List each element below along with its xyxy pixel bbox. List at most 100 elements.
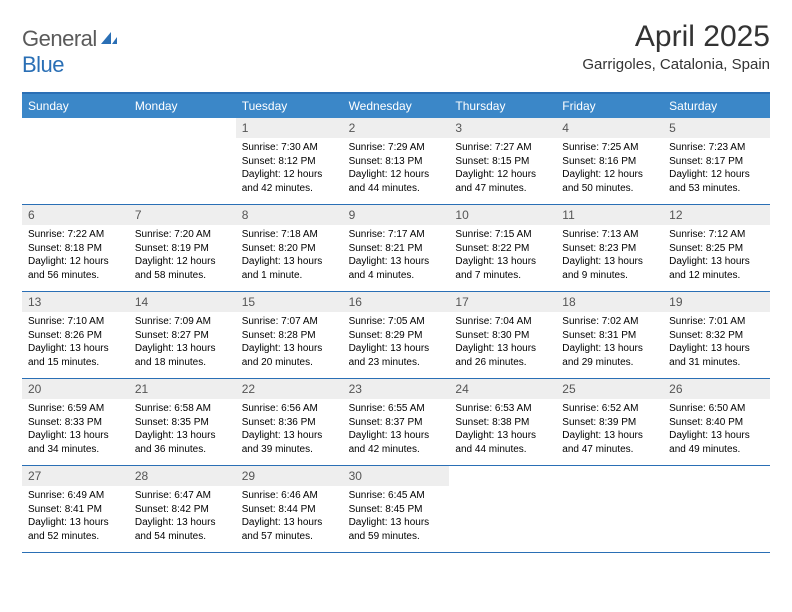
day-cell: 15Sunrise: 7:07 AMSunset: 8:28 PMDayligh… — [236, 292, 343, 378]
day-cell: . — [663, 466, 770, 552]
logo-sail-icon — [99, 26, 119, 52]
daylight-line: Daylight: 13 hours and 34 minutes. — [28, 429, 123, 456]
sunrise-line: Sunrise: 7:17 AM — [349, 228, 444, 242]
day-number: 1 — [236, 118, 343, 138]
daylight-line: Daylight: 13 hours and 47 minutes. — [562, 429, 657, 456]
calendar: SundayMondayTuesdayWednesdayThursdayFrid… — [22, 92, 770, 553]
week-row: 20Sunrise: 6:59 AMSunset: 8:33 PMDayligh… — [22, 379, 770, 466]
day-cell: 8Sunrise: 7:18 AMSunset: 8:20 PMDaylight… — [236, 205, 343, 291]
day-number: 7 — [129, 205, 236, 225]
day-cell: 30Sunrise: 6:45 AMSunset: 8:45 PMDayligh… — [343, 466, 450, 552]
daylight-line: Daylight: 13 hours and 39 minutes. — [242, 429, 337, 456]
daylight-line: Daylight: 12 hours and 58 minutes. — [135, 255, 230, 282]
day-number: 3 — [449, 118, 556, 138]
sunset-line: Sunset: 8:15 PM — [455, 155, 550, 169]
sunset-line: Sunset: 8:22 PM — [455, 242, 550, 256]
day-cell: 13Sunrise: 7:10 AMSunset: 8:26 PMDayligh… — [22, 292, 129, 378]
day-number: 22 — [236, 379, 343, 399]
day-cell: 18Sunrise: 7:02 AMSunset: 8:31 PMDayligh… — [556, 292, 663, 378]
sunset-line: Sunset: 8:13 PM — [349, 155, 444, 169]
day-number: 12 — [663, 205, 770, 225]
day-cell: 28Sunrise: 6:47 AMSunset: 8:42 PMDayligh… — [129, 466, 236, 552]
day-content: Sunrise: 7:18 AMSunset: 8:20 PMDaylight:… — [236, 225, 343, 288]
day-content: Sunrise: 6:50 AMSunset: 8:40 PMDaylight:… — [663, 399, 770, 462]
sunrise-line: Sunrise: 7:01 AM — [669, 315, 764, 329]
day-number: 27 — [22, 466, 129, 486]
day-content: Sunrise: 7:29 AMSunset: 8:13 PMDaylight:… — [343, 138, 450, 201]
week-row: 13Sunrise: 7:10 AMSunset: 8:26 PMDayligh… — [22, 292, 770, 379]
daylight-line: Daylight: 13 hours and 18 minutes. — [135, 342, 230, 369]
day-cell: 9Sunrise: 7:17 AMSunset: 8:21 PMDaylight… — [343, 205, 450, 291]
sunrise-line: Sunrise: 7:02 AM — [562, 315, 657, 329]
daylight-line: Daylight: 13 hours and 7 minutes. — [455, 255, 550, 282]
sunrise-line: Sunrise: 7:12 AM — [669, 228, 764, 242]
daylight-line: Daylight: 13 hours and 44 minutes. — [455, 429, 550, 456]
day-cell: 14Sunrise: 7:09 AMSunset: 8:27 PMDayligh… — [129, 292, 236, 378]
daylight-line: Daylight: 13 hours and 1 minute. — [242, 255, 337, 282]
sunset-line: Sunset: 8:38 PM — [455, 416, 550, 430]
day-number: 16 — [343, 292, 450, 312]
daylight-line: Daylight: 13 hours and 4 minutes. — [349, 255, 444, 282]
day-number: 11 — [556, 205, 663, 225]
day-cell: 22Sunrise: 6:56 AMSunset: 8:36 PMDayligh… — [236, 379, 343, 465]
day-content: Sunrise: 7:27 AMSunset: 8:15 PMDaylight:… — [449, 138, 556, 201]
daylight-line: Daylight: 13 hours and 26 minutes. — [455, 342, 550, 369]
sunrise-line: Sunrise: 7:07 AM — [242, 315, 337, 329]
sunset-line: Sunset: 8:19 PM — [135, 242, 230, 256]
day-cell: 24Sunrise: 6:53 AMSunset: 8:38 PMDayligh… — [449, 379, 556, 465]
day-content: Sunrise: 7:23 AMSunset: 8:17 PMDaylight:… — [663, 138, 770, 201]
day-number: 4 — [556, 118, 663, 138]
weekday-header: Monday — [129, 94, 236, 118]
sunrise-line: Sunrise: 7:29 AM — [349, 141, 444, 155]
day-content: Sunrise: 7:05 AMSunset: 8:29 PMDaylight:… — [343, 312, 450, 375]
daylight-line: Daylight: 12 hours and 42 minutes. — [242, 168, 337, 195]
day-cell: 19Sunrise: 7:01 AMSunset: 8:32 PMDayligh… — [663, 292, 770, 378]
day-number: 23 — [343, 379, 450, 399]
sunrise-line: Sunrise: 7:18 AM — [242, 228, 337, 242]
sunrise-line: Sunrise: 6:50 AM — [669, 402, 764, 416]
weekday-header: Thursday — [449, 94, 556, 118]
sunrise-line: Sunrise: 6:46 AM — [242, 489, 337, 503]
sunset-line: Sunset: 8:37 PM — [349, 416, 444, 430]
day-cell: 26Sunrise: 6:50 AMSunset: 8:40 PMDayligh… — [663, 379, 770, 465]
sunrise-line: Sunrise: 6:49 AM — [28, 489, 123, 503]
day-cell: 27Sunrise: 6:49 AMSunset: 8:41 PMDayligh… — [22, 466, 129, 552]
sunrise-line: Sunrise: 7:13 AM — [562, 228, 657, 242]
sunrise-line: Sunrise: 6:47 AM — [135, 489, 230, 503]
weekday-header: Wednesday — [343, 94, 450, 118]
day-content: Sunrise: 7:17 AMSunset: 8:21 PMDaylight:… — [343, 225, 450, 288]
sunset-line: Sunset: 8:31 PM — [562, 329, 657, 343]
sunset-line: Sunset: 8:28 PM — [242, 329, 337, 343]
logo-blue: Blue — [22, 52, 64, 77]
day-number: 8 — [236, 205, 343, 225]
day-cell: . — [556, 466, 663, 552]
sunrise-line: Sunrise: 6:52 AM — [562, 402, 657, 416]
sunset-line: Sunset: 8:32 PM — [669, 329, 764, 343]
sunset-line: Sunset: 8:40 PM — [669, 416, 764, 430]
day-content: Sunrise: 7:25 AMSunset: 8:16 PMDaylight:… — [556, 138, 663, 201]
day-content: Sunrise: 6:52 AMSunset: 8:39 PMDaylight:… — [556, 399, 663, 462]
sunrise-line: Sunrise: 7:20 AM — [135, 228, 230, 242]
header: GeneralBlue April 2025 Garrigoles, Catal… — [22, 20, 770, 78]
day-content: Sunrise: 7:20 AMSunset: 8:19 PMDaylight:… — [129, 225, 236, 288]
week-row: 27Sunrise: 6:49 AMSunset: 8:41 PMDayligh… — [22, 466, 770, 553]
week-row: 6Sunrise: 7:22 AMSunset: 8:18 PMDaylight… — [22, 205, 770, 292]
title-block: April 2025 Garrigoles, Catalonia, Spain — [582, 20, 770, 73]
sunset-line: Sunset: 8:18 PM — [28, 242, 123, 256]
sunrise-line: Sunrise: 6:53 AM — [455, 402, 550, 416]
sunrise-line: Sunrise: 7:30 AM — [242, 141, 337, 155]
daylight-line: Daylight: 13 hours and 31 minutes. — [669, 342, 764, 369]
day-content: Sunrise: 7:02 AMSunset: 8:31 PMDaylight:… — [556, 312, 663, 375]
day-cell: . — [449, 466, 556, 552]
day-number: 21 — [129, 379, 236, 399]
daylight-line: Daylight: 13 hours and 49 minutes. — [669, 429, 764, 456]
day-content: Sunrise: 7:10 AMSunset: 8:26 PMDaylight:… — [22, 312, 129, 375]
day-number: 14 — [129, 292, 236, 312]
logo-general: General — [22, 26, 97, 51]
day-number: 18 — [556, 292, 663, 312]
weekday-header-row: SundayMondayTuesdayWednesdayThursdayFrid… — [22, 94, 770, 118]
day-cell: 7Sunrise: 7:20 AMSunset: 8:19 PMDaylight… — [129, 205, 236, 291]
daylight-line: Daylight: 13 hours and 29 minutes. — [562, 342, 657, 369]
daylight-line: Daylight: 13 hours and 42 minutes. — [349, 429, 444, 456]
sunset-line: Sunset: 8:35 PM — [135, 416, 230, 430]
